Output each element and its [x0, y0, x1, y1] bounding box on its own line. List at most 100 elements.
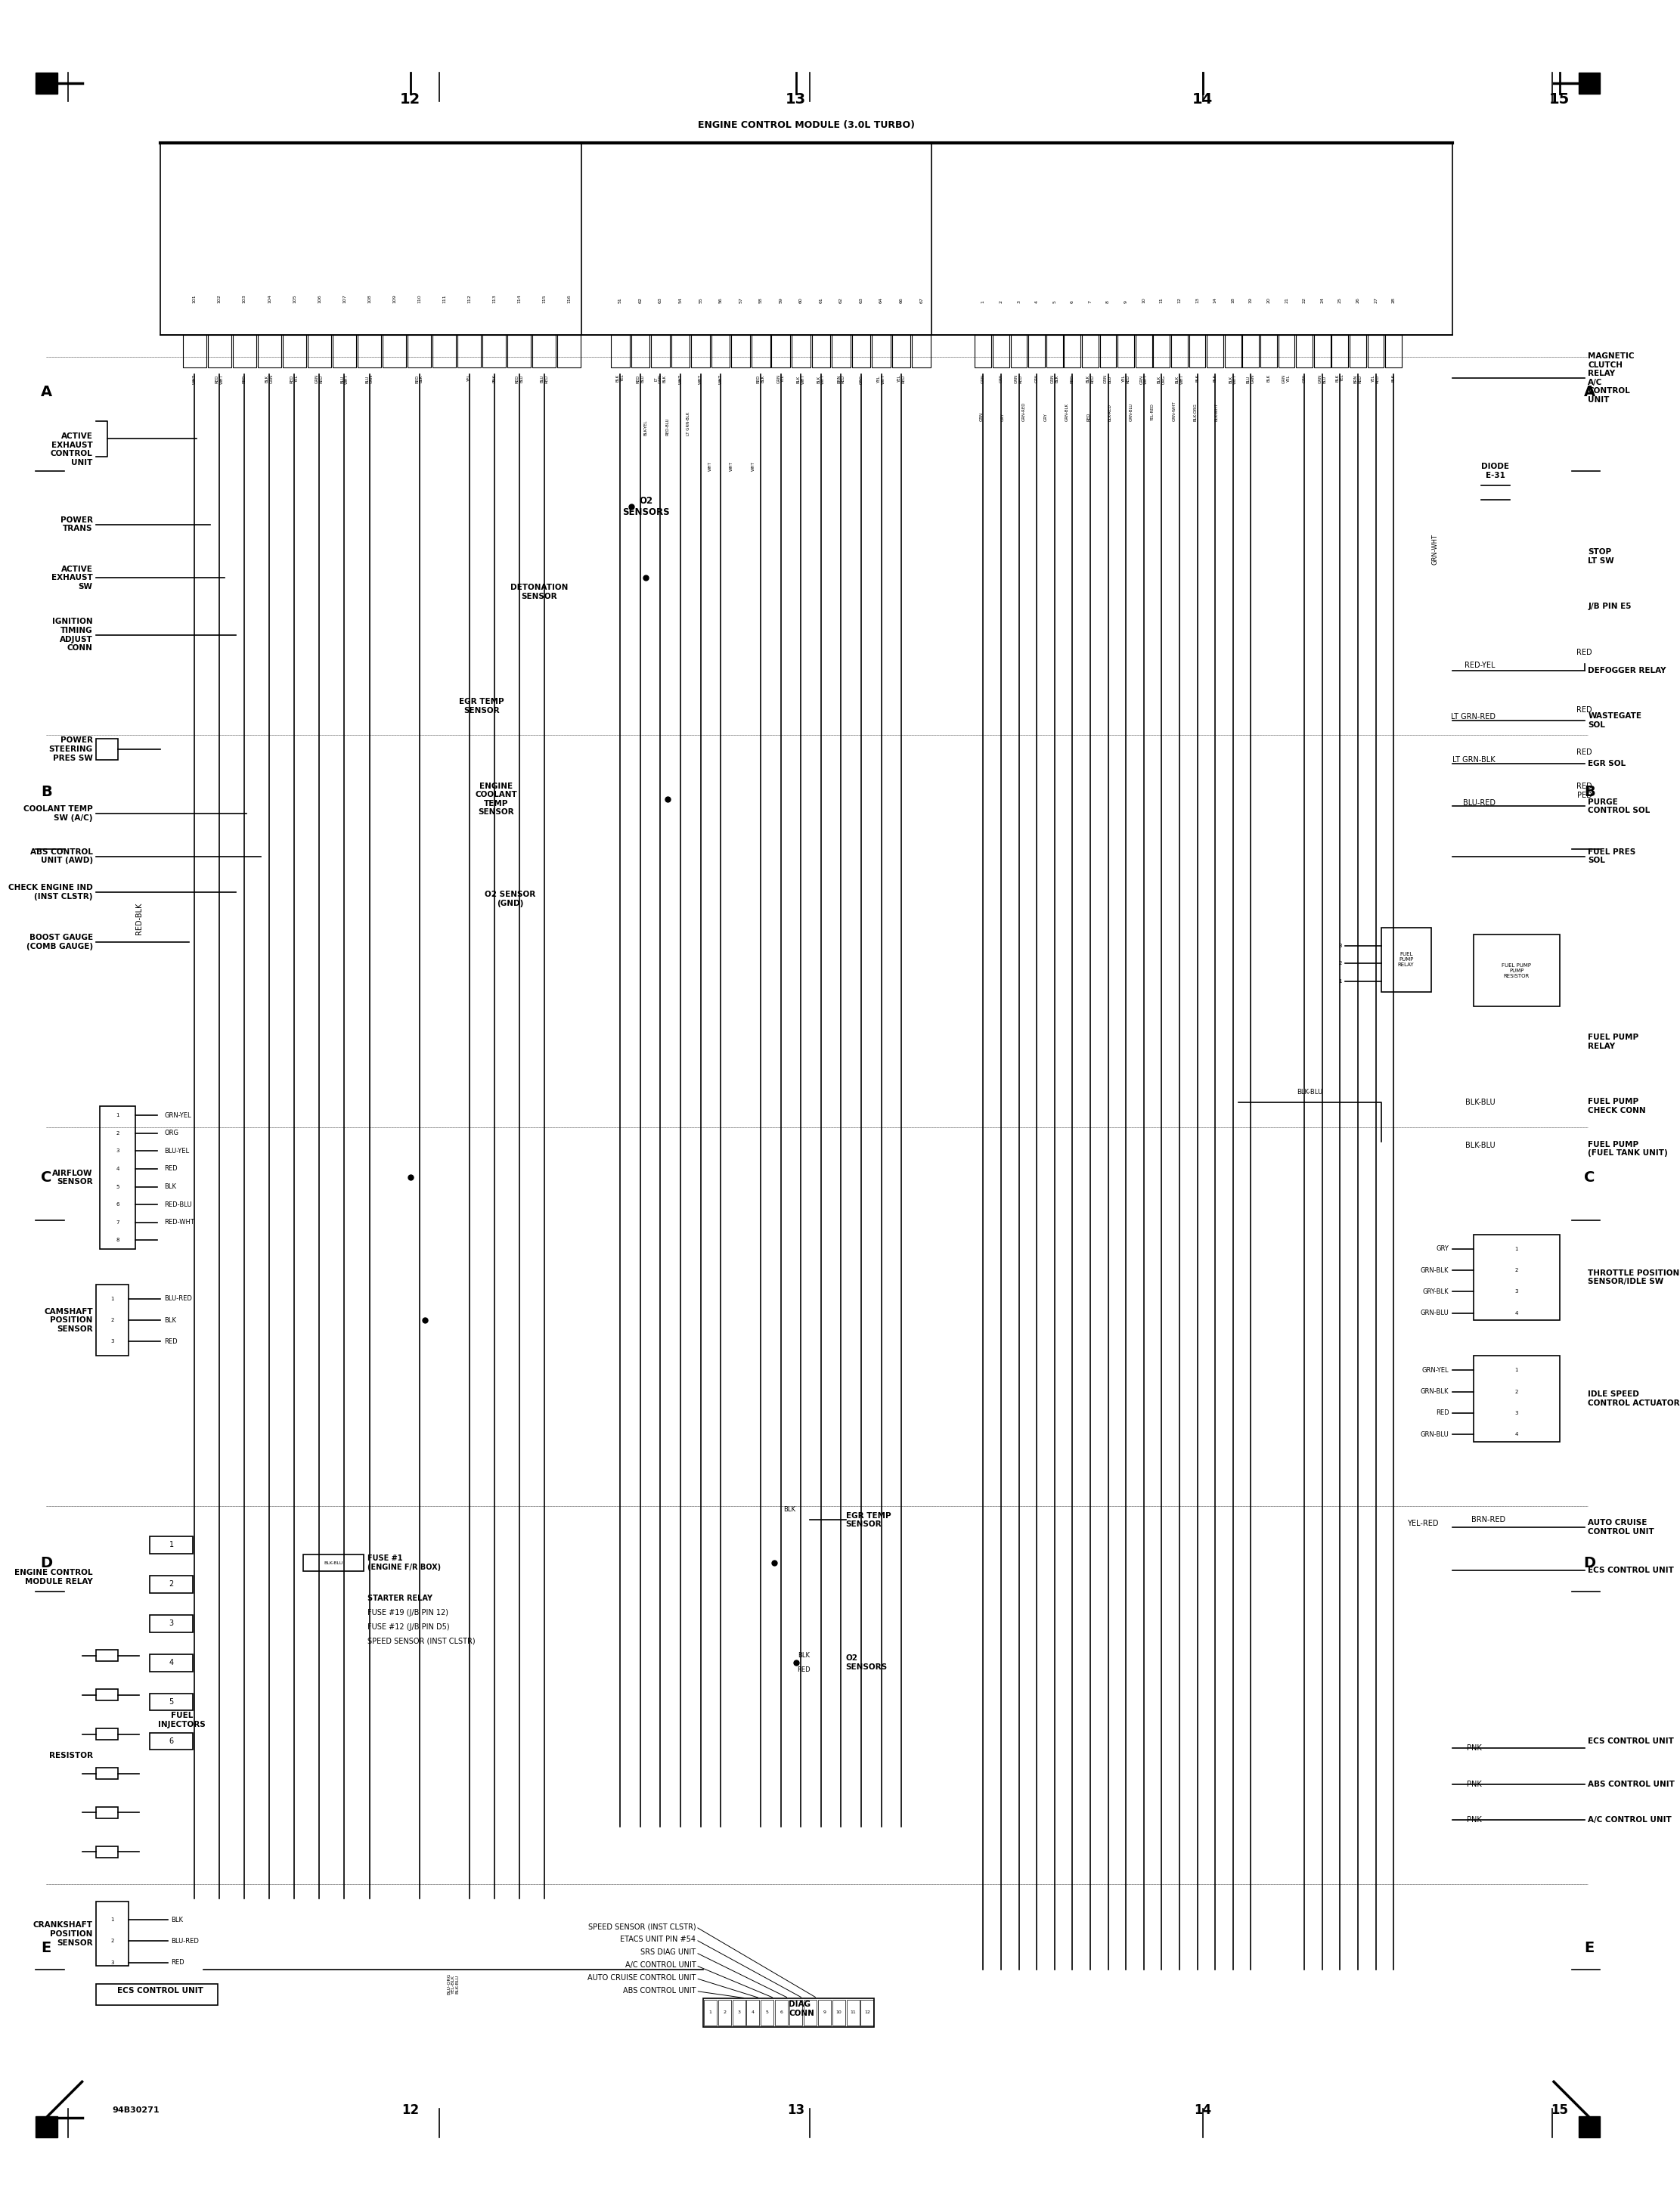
Bar	[457, 336, 480, 367]
Text: 116: 116	[568, 294, 571, 303]
Text: GRY: GRY	[1302, 373, 1307, 382]
Text: 14: 14	[1194, 2104, 1211, 2117]
Text: RED: RED	[1576, 749, 1593, 756]
Text: 115: 115	[543, 294, 546, 303]
Text: BLK-YEL: BLK-YEL	[643, 420, 648, 435]
Text: YEL: YEL	[467, 373, 470, 382]
Text: 106: 106	[318, 294, 321, 303]
Bar	[1473, 935, 1559, 1006]
Text: 8: 8	[808, 2011, 811, 2013]
Bar	[35, 73, 57, 95]
Text: 13: 13	[786, 2104, 805, 2117]
Text: BLK
WHT: BLK WHT	[796, 373, 805, 385]
Text: O2 SENSOR
(GND): O2 SENSOR (GND)	[486, 891, 536, 908]
Text: GRN
YEL: GRN YEL	[776, 373, 785, 385]
Bar	[818, 2000, 832, 2024]
Text: 25: 25	[1339, 296, 1342, 303]
Text: GRN: GRN	[979, 411, 983, 420]
Text: 1: 1	[981, 301, 984, 303]
Bar	[383, 336, 407, 367]
Text: RED
WHT: RED WHT	[215, 373, 223, 385]
Text: 18: 18	[1231, 298, 1235, 303]
Text: 3: 3	[111, 1339, 114, 1344]
Text: BLK
WHT: BLK WHT	[1228, 373, 1236, 385]
Text: ENGINE CONTROL MODULE (3.0L TURBO): ENGINE CONTROL MODULE (3.0L TURBO)	[697, 119, 916, 130]
Bar	[1386, 336, 1401, 367]
Text: RED: RED	[165, 1339, 178, 1346]
Text: 7: 7	[795, 2011, 798, 2013]
Bar	[358, 336, 381, 367]
Text: WHT: WHT	[699, 373, 702, 385]
Text: 63: 63	[858, 296, 864, 303]
Bar	[711, 336, 731, 367]
Text: A/C CONTROL UNIT: A/C CONTROL UNIT	[625, 1962, 696, 1969]
Text: WHT: WHT	[193, 373, 197, 385]
Text: RED-BLU: RED-BLU	[665, 418, 669, 435]
Text: 59: 59	[780, 296, 783, 303]
Text: 105: 105	[292, 294, 296, 303]
Text: AIRFLOW
SENSOR: AIRFLOW SENSOR	[52, 1169, 92, 1185]
Bar	[150, 1616, 193, 1631]
Text: BLK
GRN: BLK GRN	[265, 373, 274, 385]
Text: YEL-RED: YEL-RED	[1151, 404, 1154, 420]
Bar	[1206, 336, 1223, 367]
Bar	[1297, 336, 1312, 367]
Bar	[832, 336, 850, 367]
Bar	[1473, 1357, 1559, 1441]
Text: 3: 3	[1515, 1410, 1519, 1414]
Text: POWER
TRANS: POWER TRANS	[60, 517, 92, 533]
Bar	[847, 2000, 860, 2024]
Text: THROTTLE POSITION
SENSOR/IDLE SW: THROTTLE POSITION SENSOR/IDLE SW	[1588, 1269, 1680, 1286]
Text: EGR TEMP
SENSOR: EGR TEMP SENSOR	[459, 698, 504, 714]
Bar	[558, 336, 581, 367]
Text: 5: 5	[170, 1697, 173, 1706]
Text: FUEL PUMP
RELAY: FUEL PUMP RELAY	[1588, 1034, 1638, 1050]
Bar	[751, 336, 769, 367]
Text: GRY: GRY	[1043, 413, 1048, 420]
Bar	[96, 1651, 118, 1662]
Bar	[1381, 928, 1431, 992]
Bar	[791, 336, 810, 367]
Bar	[1368, 336, 1384, 367]
Text: DETONATION
SENSOR: DETONATION SENSOR	[511, 583, 568, 601]
Bar	[507, 336, 531, 367]
Text: RED: RED	[1576, 705, 1593, 714]
Bar	[1332, 336, 1349, 367]
Text: GRN-BLU: GRN-BLU	[1129, 402, 1132, 420]
Text: 11: 11	[1159, 298, 1164, 303]
Text: 66: 66	[899, 298, 904, 303]
Text: ACTIVE
EXHAUST
SW: ACTIVE EXHAUST SW	[52, 566, 92, 590]
Text: BLK-WHT: BLK-WHT	[1215, 402, 1218, 420]
Text: RED: RED	[1070, 373, 1074, 382]
Text: AUTO CRUISE CONTROL UNIT: AUTO CRUISE CONTROL UNIT	[588, 1974, 696, 1982]
Text: ABS CONTROL UNIT: ABS CONTROL UNIT	[623, 1987, 696, 1996]
Text: BLU-YEL: BLU-YEL	[165, 1147, 190, 1154]
Text: ETACS UNIT PIN #54: ETACS UNIT PIN #54	[620, 1936, 696, 1943]
Text: CRANKSHAFT
POSITION
SENSOR: CRANKSHAFT POSITION SENSOR	[34, 1920, 92, 1947]
Text: E: E	[42, 1940, 52, 1956]
Text: ABS CONTROL UNIT: ABS CONTROL UNIT	[1588, 1781, 1675, 1788]
Text: FUEL
PUMP
RELAY: FUEL PUMP RELAY	[1398, 953, 1415, 968]
Bar	[1028, 336, 1045, 367]
Bar	[183, 336, 207, 367]
Bar	[161, 144, 1453, 336]
Text: GRN
YEL: GRN YEL	[1282, 373, 1290, 385]
Text: 1: 1	[170, 1540, 173, 1549]
Text: 2: 2	[111, 1317, 114, 1322]
Text: BOOST GAUGE
(COMB GAUGE): BOOST GAUGE (COMB GAUGE)	[27, 935, 92, 950]
Bar	[852, 336, 870, 367]
Text: 54: 54	[679, 296, 682, 303]
Text: 4: 4	[751, 2011, 754, 2013]
Text: 4: 4	[116, 1167, 119, 1171]
Text: 12: 12	[400, 93, 420, 106]
Text: 1: 1	[1515, 1368, 1519, 1372]
Text: 58: 58	[759, 298, 763, 303]
Text: ABS CONTROL
UNIT (AWD): ABS CONTROL UNIT (AWD)	[30, 849, 92, 864]
Text: BLK: BLK	[783, 1505, 796, 1514]
Text: O2
SENSORS: O2 SENSORS	[845, 1655, 887, 1671]
Text: 2: 2	[722, 2011, 726, 2013]
Text: 5: 5	[766, 2011, 769, 2013]
Bar	[702, 1998, 874, 2027]
Text: BLK-BLU: BLK-BLU	[1297, 1090, 1322, 1096]
Text: 22: 22	[1302, 296, 1307, 303]
